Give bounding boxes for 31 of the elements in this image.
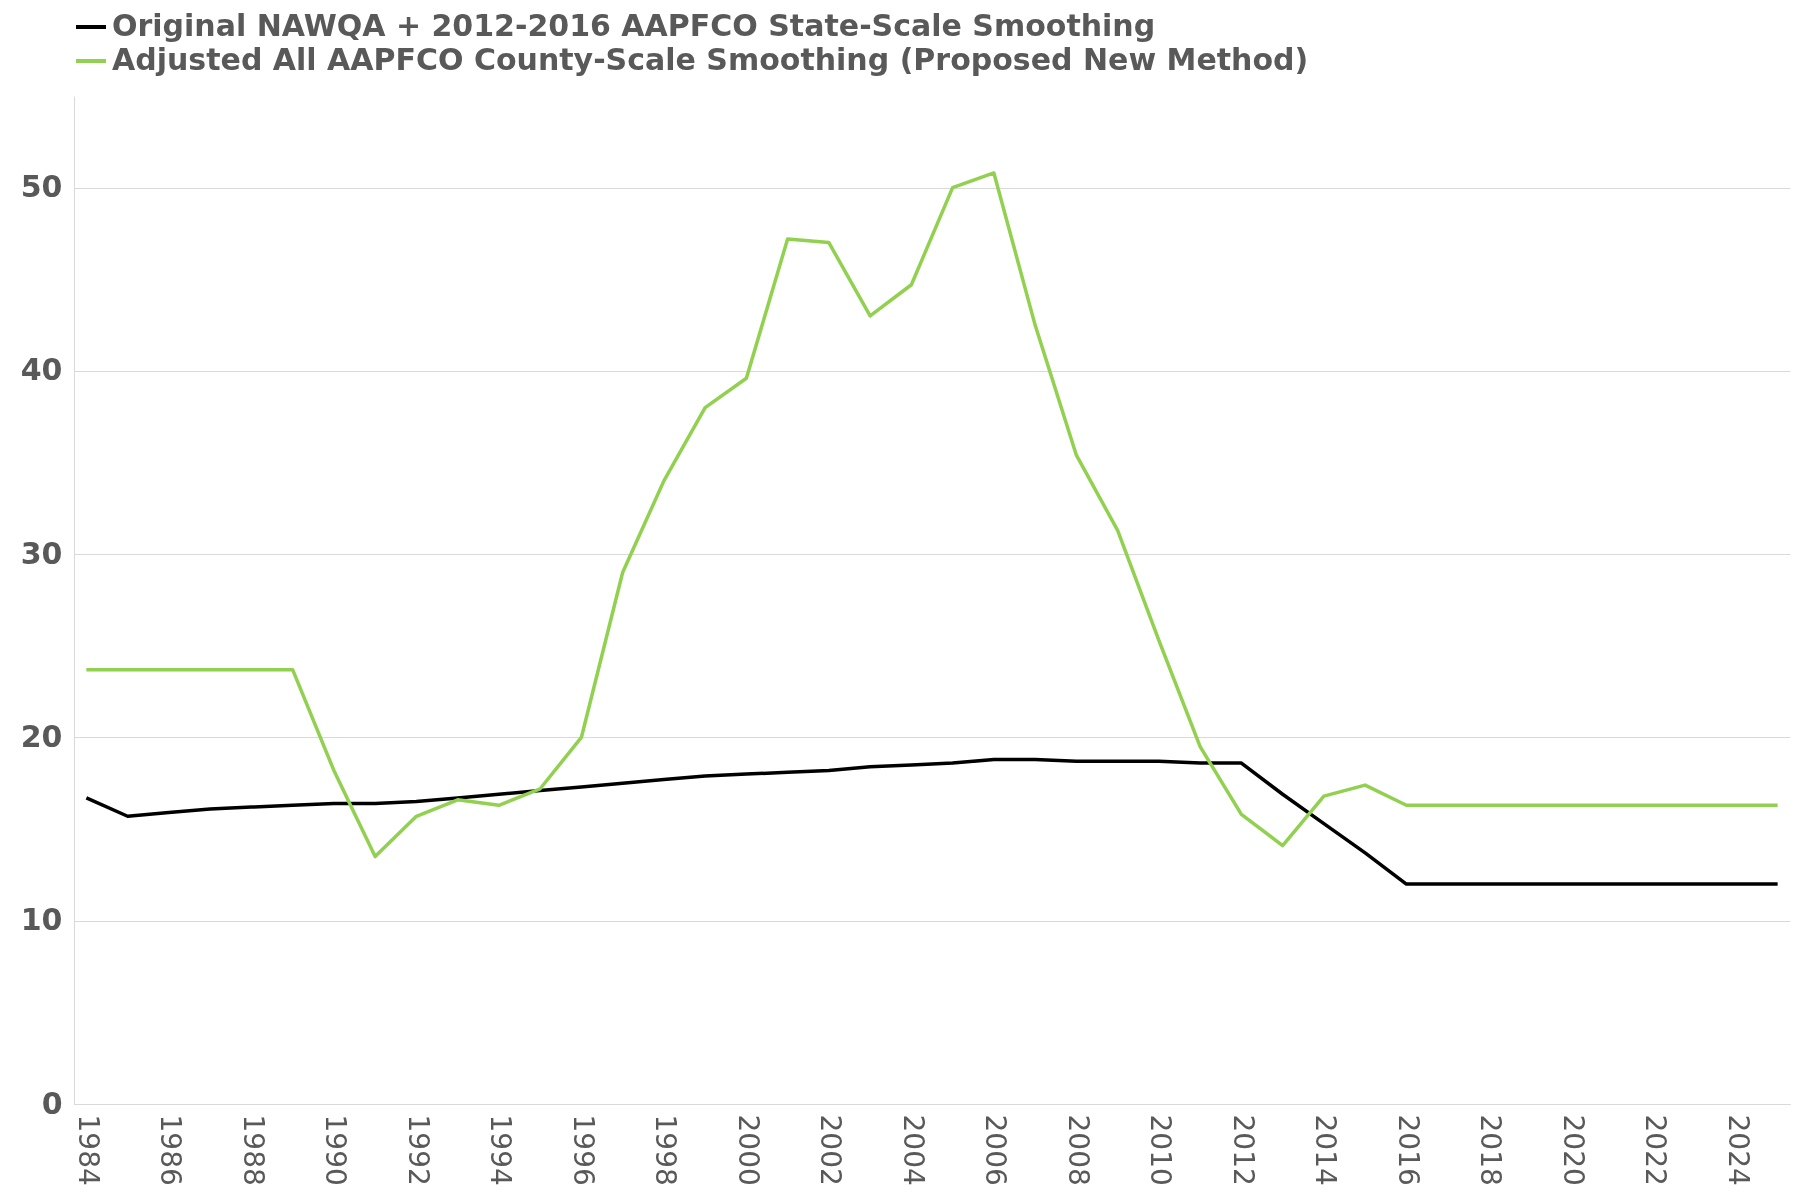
x-tick-label: 1996: [566, 1114, 600, 1186]
x-tick-label: 1992: [401, 1114, 435, 1186]
y-tick-label: 30: [20, 535, 63, 571]
y-tick-label: 40: [20, 352, 63, 388]
x-tick-label: 2016: [1391, 1114, 1425, 1186]
legend-label: Original NAWQA + 2012-2016 AAPFCO State-Scale Smoothing: [112, 8, 1156, 43]
x-tick-label: 1988: [236, 1114, 270, 1186]
y-tick-label: 0: [41, 1085, 63, 1121]
x-tick-label: 2006: [979, 1114, 1013, 1186]
line-series: [84, 757, 1780, 886]
x-tick-label: 2012: [1226, 1114, 1260, 1186]
x-tick-label: 2014: [1309, 1114, 1343, 1186]
line-series: [84, 171, 1780, 859]
x-tick-label: 2022: [1639, 1114, 1673, 1186]
x-tick-label: 1984: [71, 1114, 105, 1186]
x-tick-label: 2018: [1474, 1114, 1508, 1186]
y-tick-label: 20: [20, 718, 63, 754]
x-tick-label: 2002: [814, 1114, 848, 1186]
legend-label: Adjusted All AAPFCO County-Scale Smoothing (Proposed New Method): [112, 42, 1309, 77]
x-tick-label: 1994: [484, 1114, 518, 1186]
x-tick-label: 2024: [1721, 1114, 1755, 1186]
x-tick-label: 1986: [154, 1114, 188, 1186]
x-tick-label: 2008: [1061, 1114, 1095, 1186]
x-tick-label: 2010: [1144, 1114, 1178, 1186]
y-tick-label: 10: [20, 902, 63, 938]
x-tick-label: 2020: [1556, 1114, 1590, 1186]
y-tick-label: 50: [20, 169, 63, 205]
x-tick-label: 1998: [649, 1114, 683, 1186]
x-tick-label: 2004: [896, 1114, 930, 1186]
x-tick-label: 2000: [731, 1114, 765, 1186]
x-tick-label: 1990: [319, 1114, 353, 1186]
